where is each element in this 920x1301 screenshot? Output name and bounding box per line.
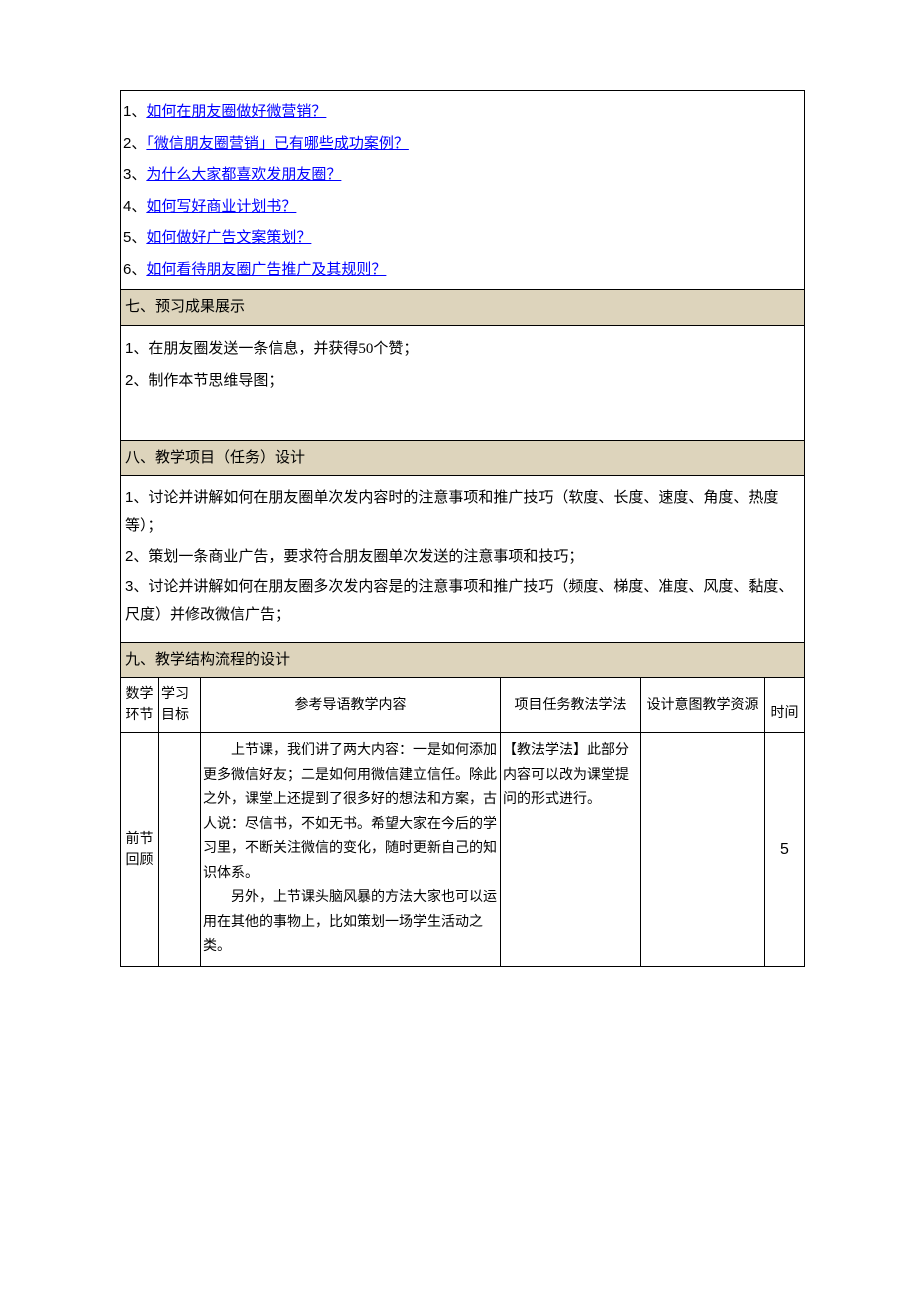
link-row-2: 2、「微信朋友圈营销」已有哪些成功案例？ [123,130,802,159]
document-table: 1、如何在朋友圈做好微营销？ 2、「微信朋友圈营销」已有哪些成功案例？ 3、为什… [120,90,805,967]
section8-content: 1、讨论并讲解如何在朋友圈单次发内容时的注意事项和推广技巧（软度、长度、速度、角… [121,476,805,643]
link-row-5: 5、如何做好广告文案策划？ [123,224,802,253]
link-4[interactable]: 如何写好商业计划书？ [146,199,296,215]
th-method: 项目任务教法学法 [501,678,641,733]
link-row-4: 4、如何写好商业计划书？ [123,193,802,222]
link-2[interactable]: 「微信朋友圈营销」已有哪些成功案例？ [146,136,409,152]
link-5[interactable]: 如何做好广告文案策划？ [146,230,311,246]
th-content: 参考导语教学内容 [201,678,501,733]
section8-header: 八、教学项目（任务）设计 [121,440,805,476]
link-1[interactable]: 如何在朋友圈做好微营销？ [146,104,326,120]
th-goal: 学习目标 [159,678,201,733]
link-6[interactable]: 如何看待朋友圈广告推广及其规则？ [146,262,386,278]
row1-goal [159,733,201,967]
section7-content: 1、在朋友圈发送一条信息，并获得50个赞； 2、制作本节思维导图； [121,325,805,440]
link-row-1: 1、如何在朋友圈做好微营销？ [123,98,802,127]
link-3[interactable]: 为什么大家都喜欢发朋友圈？ [146,167,341,183]
links-section: 1、如何在朋友圈做好微营销？ 2、「微信朋友圈营销」已有哪些成功案例？ 3、为什… [121,91,805,290]
link-row-6: 6、如何看待朋友圈广告推广及其规则？ [123,256,802,285]
section7-header: 七、预习成果展示 [121,290,805,326]
row1-content-p1: 上节课，我们讲了两大内容：一是如何添加更多微信好友；二是如何用微信建立信任。除此… [203,739,498,886]
row1-content: 上节课，我们讲了两大内容：一是如何添加更多微信好友；二是如何用微信建立信任。除此… [201,733,501,967]
row1-content-p2: 另外，上节课头脑风暴的方法大家也可以运用在其他的事物上，比如策划一场学生活动之类… [203,886,498,960]
row1-time: 5 [765,733,805,967]
row1-method: 【教法学法】此部分内容可以改为课堂提问的形式进行。 [501,733,641,967]
section8-item-3: 3、讨论并讲解如何在朋友圈多次发内容是的注意事项和推广技巧（频度、梯度、准度、风… [125,573,800,630]
th-time: 时间 [765,678,805,733]
row1-env: 前节回顾 [121,733,159,967]
section9-header: 九、教学结构流程的设计 [121,642,805,678]
section8-item-2: 2、策划一条商业广告，要求符合朋友圈单次发送的注意事项和技巧； [125,543,800,572]
th-env: 数学环节 [121,678,159,733]
th-design: 设计意图教学资源 [641,678,765,733]
section7-item-2: 2、制作本节思维导图； [125,366,800,396]
section7-item-1: 1、在朋友圈发送一条信息，并获得50个赞； [125,334,800,364]
section8-item-1: 1、讨论并讲解如何在朋友圈单次发内容时的注意事项和推广技巧（软度、长度、速度、角… [125,484,800,541]
row1-design [641,733,765,967]
link-row-3: 3、为什么大家都喜欢发朋友圈？ [123,161,802,190]
